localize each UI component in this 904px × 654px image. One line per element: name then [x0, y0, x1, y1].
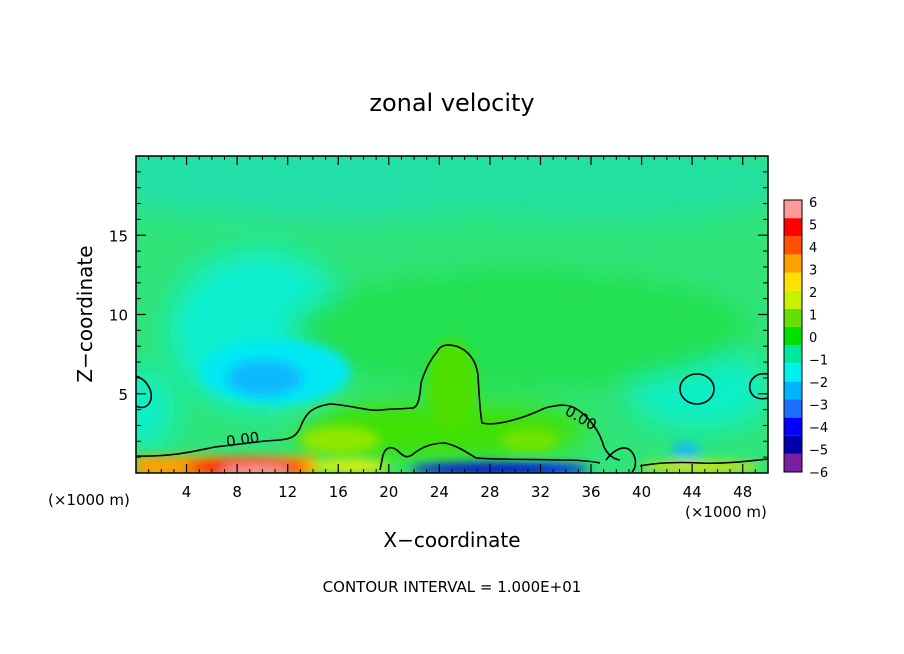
colorbar-swatch	[784, 236, 802, 255]
colorbar-label: −4	[809, 421, 828, 436]
colorbar-label: 6	[809, 196, 817, 211]
colorbar-swatch	[784, 435, 802, 454]
x-axis: 4 8 12 16 20 24 28 32 36 40 44 48	[148, 156, 756, 501]
x-axis-label: X−coordinate	[383, 528, 520, 552]
colorbar-frame	[783, 199, 803, 473]
plume	[427, 340, 477, 430]
y-axis-label: Z−coordinate	[73, 245, 97, 382]
colorbar-label: −2	[809, 376, 828, 391]
cyan-min-inner	[227, 360, 303, 396]
zero-contour-left-loop	[136, 375, 152, 409]
zero-contour-edge-loop	[748, 372, 768, 400]
zero-contour-inner	[379, 442, 601, 471]
x-tick-label: 40	[632, 483, 651, 501]
x-tick-label: 12	[278, 483, 297, 501]
x-tick-label: 36	[581, 483, 600, 501]
zero-contour-right	[605, 447, 637, 473]
y-tick-label: 15	[109, 227, 128, 245]
contour-lines	[136, 344, 768, 473]
x-unit-right: (×1000 m)	[685, 503, 767, 521]
contour-label: 0.00	[225, 428, 261, 450]
x-tick-label: 16	[329, 483, 348, 501]
x-tick-label: 32	[531, 483, 550, 501]
colorbar-swatch	[784, 345, 802, 364]
small-min	[672, 443, 700, 457]
x-tick-label: 4	[182, 483, 192, 501]
x-tick-label: 28	[480, 483, 499, 501]
colorbar-label: 4	[809, 241, 817, 256]
zero-contour-surface-right	[639, 458, 768, 467]
colorbar-swatch	[784, 417, 802, 436]
velocity-field	[136, 156, 768, 473]
surface-yellow	[310, 460, 390, 472]
x-tick-label: 24	[430, 483, 449, 501]
central-green	[290, 270, 750, 390]
x-tick-label: 44	[683, 483, 702, 501]
colorbar-swatch	[784, 326, 802, 346]
x-tick-label: 48	[733, 483, 752, 501]
positive-blob-1	[300, 426, 380, 454]
chart-title: zonal velocity	[369, 89, 534, 117]
colorbar-label: −3	[809, 399, 828, 414]
colorbar-label: 5	[809, 219, 817, 234]
zero-contour-main	[136, 344, 621, 461]
colorbar-label: 0	[809, 331, 817, 346]
colorbar-swatch	[784, 381, 802, 400]
colorbar-label: −1	[809, 354, 828, 369]
x-tick-label: 8	[232, 483, 242, 501]
x-tick-label: 20	[379, 483, 398, 501]
colorbar-swatch	[784, 308, 802, 327]
positive-blob-2	[500, 428, 560, 452]
colorbar-swatch	[784, 200, 802, 219]
colorbar-label: −5	[809, 444, 828, 459]
colorbar-swatch	[784, 290, 802, 309]
colorbar: −6 −5 −4 −3 −2 −1 0 1 2 3 4 5 6	[783, 196, 828, 481]
zero-contour-right-loop	[679, 373, 715, 405]
colorbar-swatch	[784, 399, 802, 418]
left-edge-cyan	[136, 370, 175, 450]
colorbar-swatch	[784, 218, 802, 237]
colorbar-label: 1	[809, 309, 817, 324]
contour-interval-footer: CONTOUR INTERVAL = 1.000E+01	[323, 578, 582, 596]
y-tick-label: 5	[118, 386, 128, 404]
x-unit-left: (×1000 m)	[48, 491, 130, 509]
upper-right-cyan	[400, 156, 768, 220]
colorbar-label: 3	[809, 264, 817, 279]
colorbar-swatch	[784, 254, 802, 273]
colorbar-swatch	[784, 363, 802, 382]
colorbar-swatch	[784, 272, 802, 291]
colorbar-label: −6	[809, 466, 828, 481]
colorbar-swatch	[784, 453, 802, 472]
y-axis: 5 10 15	[109, 171, 768, 458]
y-tick-label: 10	[109, 307, 128, 325]
colorbar-label: 2	[809, 286, 817, 301]
